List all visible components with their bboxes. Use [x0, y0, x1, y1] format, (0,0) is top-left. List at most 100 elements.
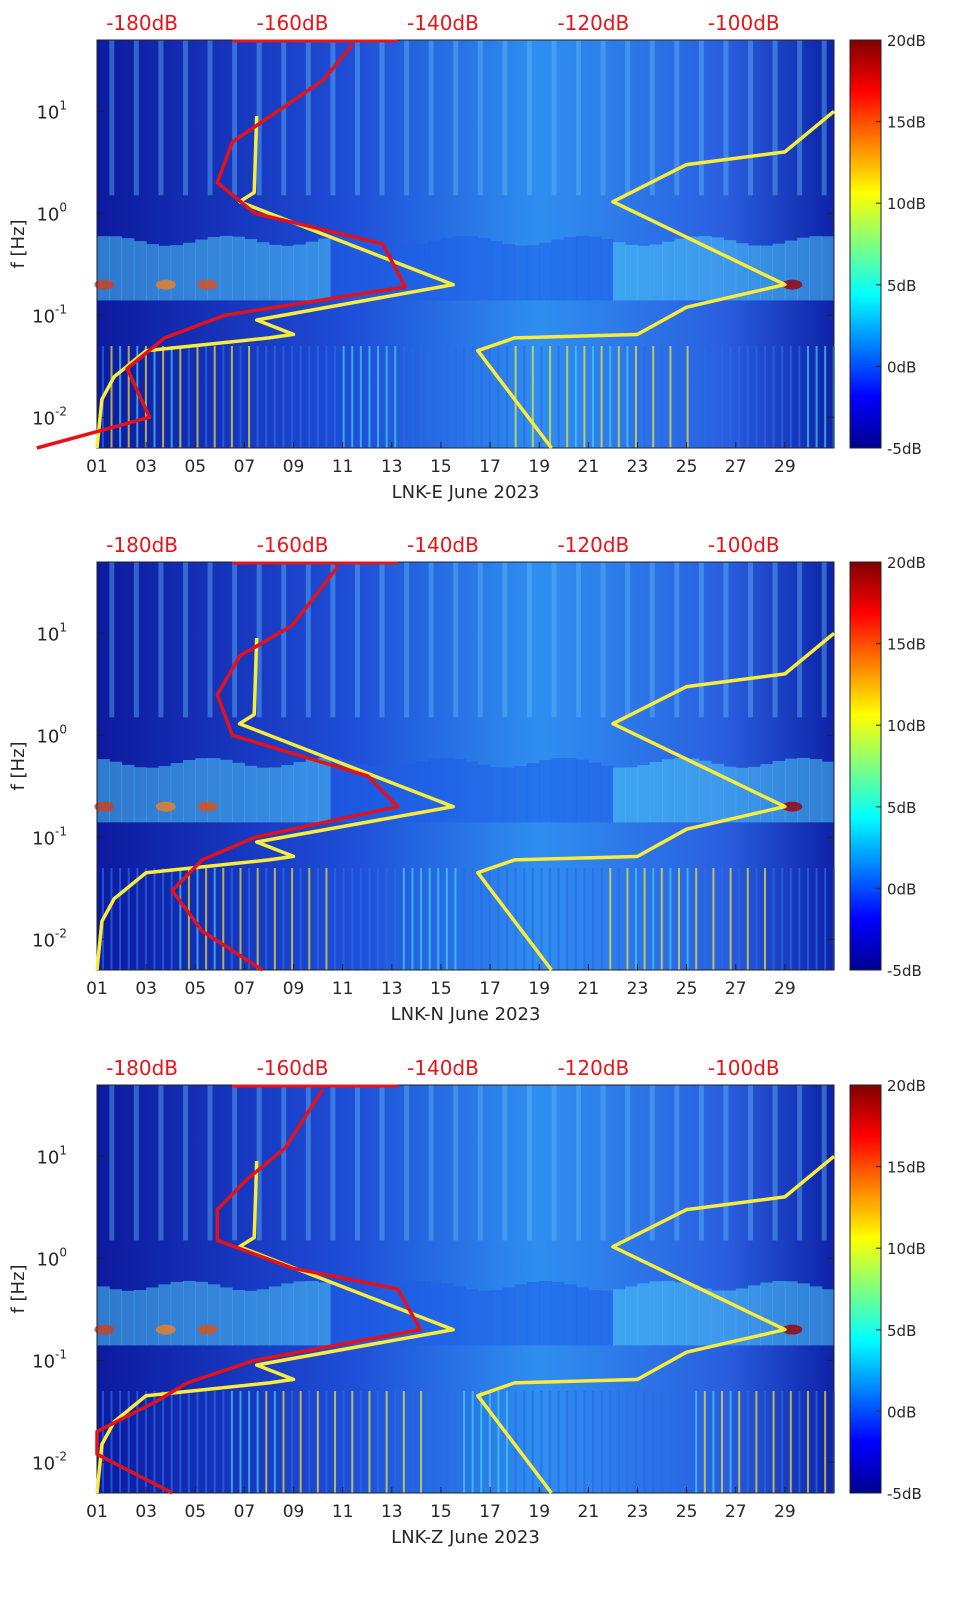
band-cell: [109, 1289, 123, 1346]
colorbar-tick-label: 20dB: [887, 554, 926, 572]
stripe: [523, 346, 526, 448]
x-tick-label: 09: [283, 457, 305, 477]
stripe: [394, 346, 397, 448]
band-cell: [453, 759, 466, 823]
band-cell: [784, 1281, 798, 1346]
stripe: [695, 868, 698, 970]
x-axis-label: LNK-Z June 2023: [391, 1527, 540, 1548]
hf-streak: [748, 1085, 754, 1241]
y-tick-label: 101: [36, 1143, 67, 1168]
stripe: [540, 1391, 543, 1493]
x-tick-label: 17: [479, 979, 501, 999]
y-tick-exponent: 1: [59, 620, 67, 634]
band-cell: [821, 236, 835, 301]
hf-streak: [232, 1085, 238, 1241]
stripe: [144, 346, 147, 448]
stripe: [652, 1391, 655, 1493]
stripe: [454, 868, 457, 970]
stripe: [643, 868, 646, 970]
stripe: [325, 346, 328, 448]
colorbar-tick-label: 5dB: [887, 277, 916, 295]
stripe: [187, 868, 190, 970]
band-cell: [490, 241, 503, 301]
stripe: [497, 346, 500, 448]
band-cell: [698, 235, 712, 301]
red-psd-line: [170, 565, 400, 972]
hf-streak: [379, 1085, 385, 1241]
y-tick-exponent: -1: [55, 824, 67, 838]
colorbar-tick-label: -5dB: [887, 962, 922, 980]
band-cell: [526, 1281, 540, 1346]
band-cell: [182, 1280, 196, 1346]
top-db-axis: -180dB -160dB -140dB -120dB -100dB: [106, 1056, 779, 1080]
band-cell: [305, 1281, 319, 1346]
y-axis-label: f [Hz]: [8, 741, 29, 790]
stripe: [652, 868, 655, 970]
stripe: [187, 1391, 190, 1493]
x-tick-label: 11: [332, 1502, 354, 1522]
stripe: [308, 868, 311, 970]
x-tick-label: 19: [528, 1502, 550, 1522]
hf-streak: [698, 1085, 704, 1241]
stripe: [368, 346, 371, 448]
band-cell: [711, 1290, 724, 1346]
colorbar-tick-label: 10dB: [887, 717, 926, 735]
band-cell: [588, 1290, 602, 1346]
colorbar-tick-label: -5dB: [887, 1485, 922, 1503]
hf-streak: [330, 562, 336, 718]
band-cell: [502, 767, 516, 823]
colorbar: [849, 39, 882, 449]
stripe: [411, 1391, 414, 1493]
stripe: [205, 346, 208, 448]
colorbar-tick-label: 15dB: [887, 636, 926, 654]
stripe: [463, 346, 466, 448]
stripe: [256, 1391, 259, 1493]
stripe: [153, 1391, 156, 1493]
stripe: [531, 868, 534, 970]
stripe: [531, 1391, 534, 1493]
x-tick-label: 11: [332, 979, 354, 999]
stripe: [549, 346, 552, 448]
band-cell: [600, 239, 614, 301]
hf-streak: [281, 1085, 287, 1241]
band-cell: [612, 242, 626, 301]
y-axis-label: f [Hz]: [8, 219, 29, 268]
stripe: [678, 346, 681, 448]
hf-streak: [404, 40, 410, 196]
band-cell: [158, 766, 172, 823]
stripe: [781, 868, 784, 970]
hf-streak: [477, 562, 483, 718]
stripe: [514, 1391, 517, 1493]
hf-streak: [600, 1085, 606, 1241]
stripe: [695, 346, 698, 448]
stripe: [712, 346, 715, 448]
stripe: [273, 1391, 276, 1493]
stripe: [196, 868, 199, 970]
yellow-line-model-left: [95, 115, 455, 449]
band-cell: [195, 1281, 209, 1346]
band-cell: [526, 245, 540, 301]
colorbar-tick-label: 0dB: [887, 1403, 916, 1421]
stripe: [815, 868, 818, 970]
band-cell: [182, 760, 196, 823]
band-cell: [588, 236, 602, 301]
stripe: [806, 1391, 809, 1493]
stripe: [127, 346, 130, 448]
band-cell: [514, 766, 528, 823]
stripe: [703, 868, 706, 970]
hf-streak: [182, 1085, 188, 1241]
band-cell: [477, 238, 491, 301]
band-cell: [158, 245, 172, 301]
stripe: [514, 346, 517, 448]
hf-streak: [502, 40, 508, 196]
stripe: [720, 868, 723, 970]
band-cell: [232, 1290, 245, 1346]
stripe: [506, 868, 509, 970]
stripe: [755, 1391, 758, 1493]
hf-streak: [723, 40, 729, 196]
band-cell: [195, 758, 209, 823]
band-cell: [809, 759, 823, 823]
